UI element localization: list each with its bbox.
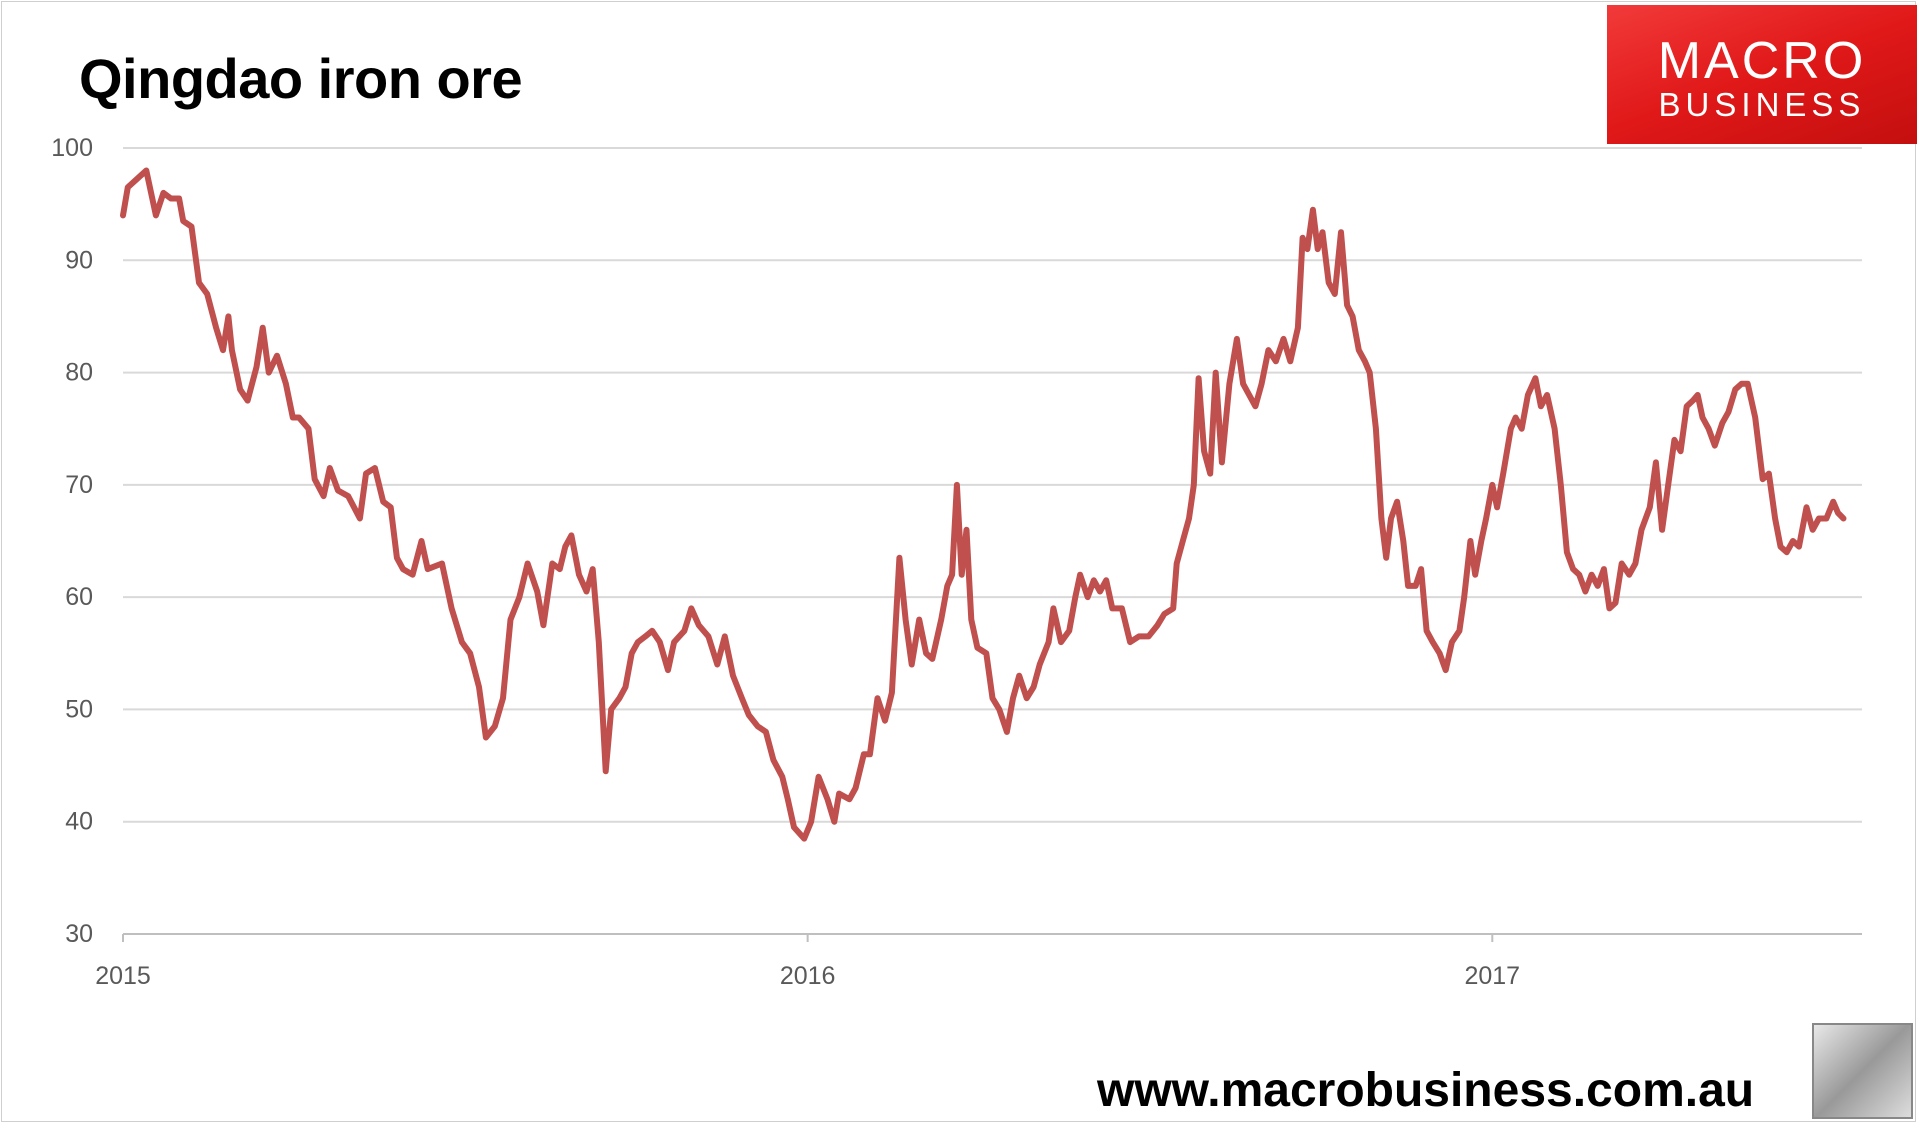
fox-mascot-image <box>1812 1023 1913 1119</box>
y-tick-label: 80 <box>65 359 93 387</box>
y-tick-label: 70 <box>65 471 93 499</box>
logo-line2: BUSINESS <box>1658 86 1866 123</box>
x-tick-label: 2016 <box>780 962 836 990</box>
chart-title: Qingdao iron ore <box>79 47 523 110</box>
y-tick-label: 100 <box>51 134 93 162</box>
x-tick-label: 2017 <box>1464 962 1520 990</box>
y-tick-label: 30 <box>65 920 93 948</box>
website-url: www.macrobusiness.com.au <box>1097 1064 1755 1117</box>
logo-line1: MACRO <box>1657 32 1867 90</box>
iron-ore-price-line <box>120 167 1847 842</box>
y-tick-label: 50 <box>65 695 93 723</box>
x-tick-label: 2015 <box>95 962 151 990</box>
y-tick-label: 90 <box>65 246 93 274</box>
macrobusiness-logo: MACRO BUSINESS <box>1607 5 1917 144</box>
y-tick-label: 60 <box>65 583 93 611</box>
y-tick-label: 40 <box>65 808 93 836</box>
